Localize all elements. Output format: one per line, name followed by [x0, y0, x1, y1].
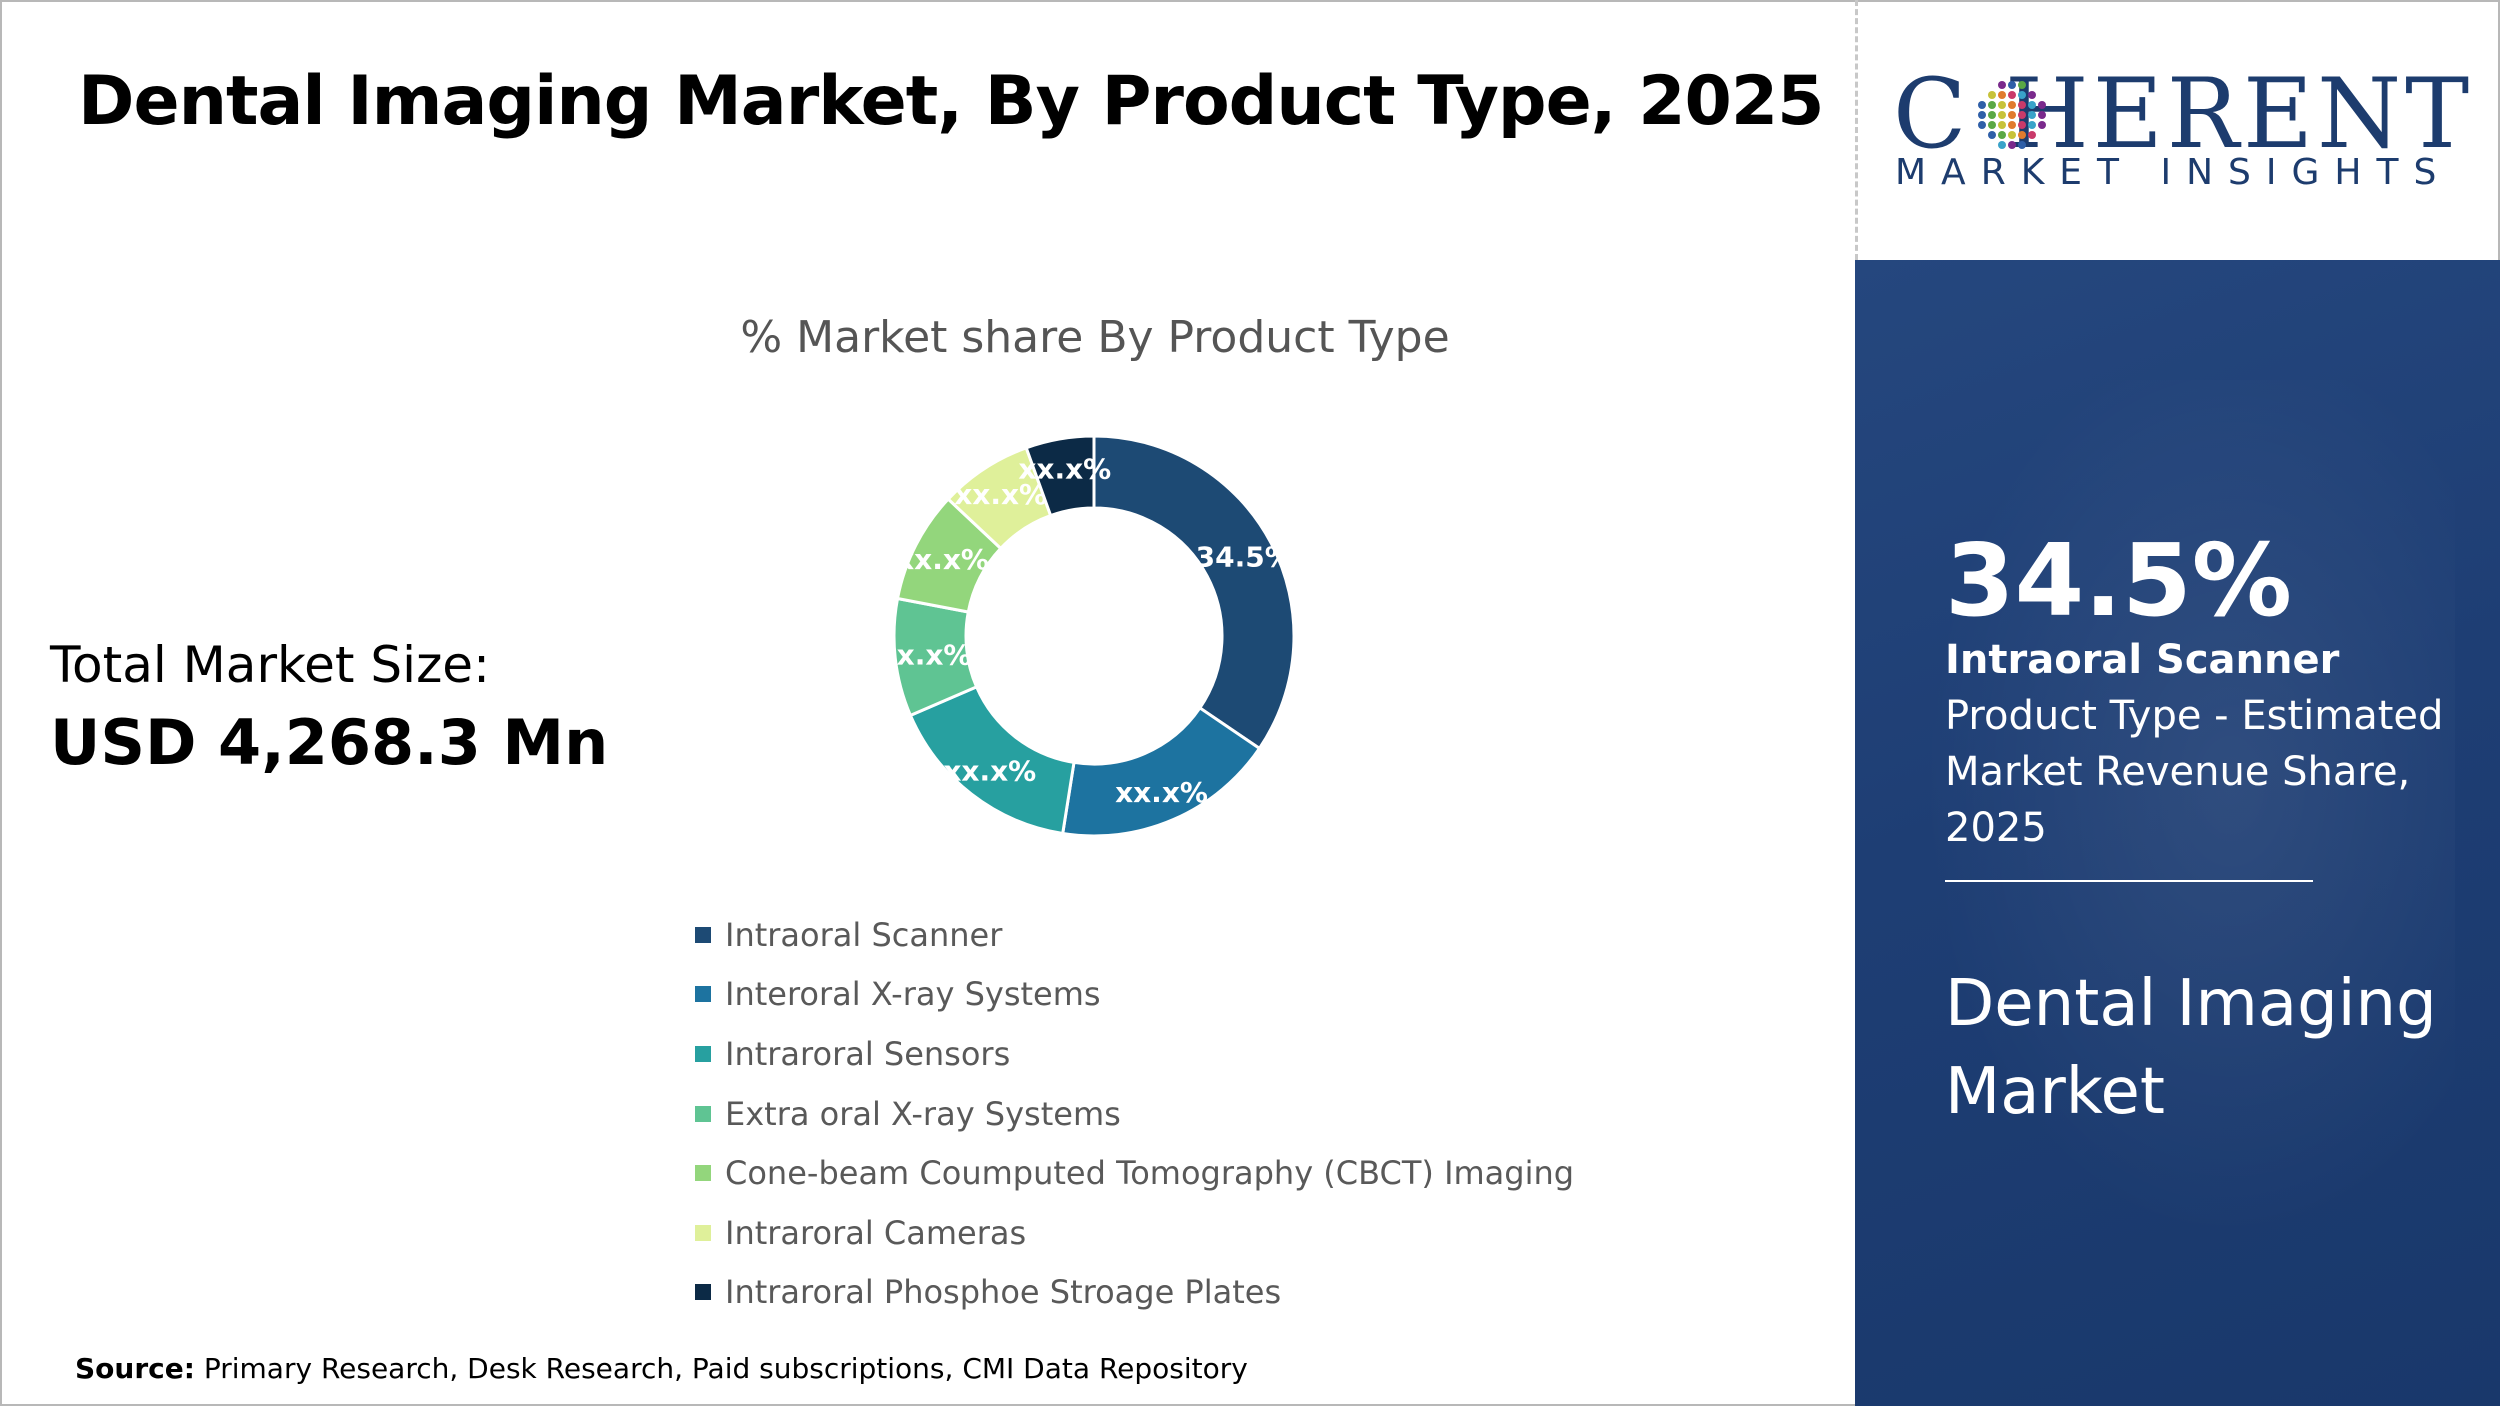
logo-dot: [2018, 111, 2026, 119]
legend-item-7: Intraroral Phosphoe Stroage Plates: [695, 1263, 1574, 1323]
logo-dot: [1998, 141, 2006, 149]
logo-dot: [1998, 131, 2006, 139]
panel-map-background: [1895, 380, 2455, 1280]
donut-slice-label-1: 34.5%: [1196, 540, 1293, 573]
logo-dot: [1988, 121, 1996, 129]
logo-dot: [1998, 91, 2006, 99]
logo-dot: [2018, 101, 2026, 109]
logo-dot: [1988, 131, 1996, 139]
logo-dot: [2038, 101, 2046, 109]
highlight-value: 34.5%: [1945, 522, 2292, 639]
legend-item-5: Cone-beam Coumputed Tomography (CBCT) Im…: [695, 1143, 1574, 1203]
logo-dot: [2018, 91, 2026, 99]
logo-dot: [1998, 111, 2006, 119]
logo-dot: [2028, 101, 2036, 109]
donut-chart: 34.5%xx.x%xx.x%xx.x%xx.x%xx.x%xx.x%: [879, 434, 1296, 838]
donut-slice-label-3: xx.x%: [943, 754, 1036, 787]
donut-slice-1: [1092, 434, 1296, 751]
logo-dot: [2008, 111, 2016, 119]
donut-slice-label-4: xx.x%: [879, 639, 972, 672]
chart-legend: Intraoral Scanner Interoral X-ray Systems…: [695, 905, 1574, 1322]
logo-dot: [1978, 121, 1986, 129]
logo-dot: [1978, 111, 1986, 119]
legend-label: Intraroral Cameras: [725, 1213, 1027, 1252]
total-market-size-value: USD 4,268.3 Mn: [50, 706, 609, 779]
logo-tagline: MARKET INSIGHTS: [1895, 152, 2452, 193]
logo-divider: [1855, 0, 1858, 260]
highlight-description: Intraoral Scanner Product Type - Estimat…: [1945, 632, 2485, 856]
logo-dot: [2018, 121, 2026, 129]
legend-item-4: Extra oral X-ray Systems: [695, 1084, 1574, 1144]
legend-swatch: [695, 926, 711, 943]
logo-dot: [2018, 81, 2026, 89]
legend-swatch: [695, 1105, 711, 1122]
brand-logo: C HERENT MARKET INSIGHTS: [1893, 64, 2469, 204]
total-market-size-label: Total Market Size:: [50, 636, 490, 694]
donut-slice-label-2: xx.x%: [1115, 776, 1208, 809]
logo-dot: [1988, 111, 1996, 119]
legend-label: Cone-beam Coumputed Tomography (CBCT) Im…: [725, 1154, 1575, 1193]
logo-dot: [1988, 91, 1996, 99]
legend-label: Interoral X-ray Systems: [725, 975, 1101, 1014]
legend-item-1: Intraoral Scanner: [695, 905, 1574, 965]
legend-item-2: Interoral X-ray Systems: [695, 965, 1574, 1025]
donut-slice-label-5: xx.x%: [896, 543, 989, 576]
logo-dot: [2008, 81, 2016, 89]
highlight-segment: Intraoral Scanner: [1945, 637, 2340, 683]
legend-label: Extra oral X-ray Systems: [725, 1094, 1121, 1133]
panel-divider: [1945, 880, 2313, 882]
logo-dots-icon: [1978, 81, 2046, 149]
source-text: Primary Research, Desk Research, Paid su…: [203, 1352, 1248, 1385]
page-title: Dental Imaging Market, By Product Type, …: [78, 62, 1824, 141]
legend-label: Intraroral Phosphoe Stroage Plates: [725, 1273, 1282, 1312]
source-note: Source: Primary Research, Desk Research,…: [75, 1352, 1248, 1385]
legend-label: Intraoral Scanner: [725, 915, 1003, 954]
logo-dot: [2008, 121, 2016, 129]
logo-dot: [1998, 101, 2006, 109]
logo-dot: [2008, 131, 2016, 139]
legend-swatch: [695, 986, 711, 1003]
logo-dot: [2008, 141, 2016, 149]
logo-dot: [2028, 121, 2036, 129]
legend-item-6: Intraroral Cameras: [695, 1203, 1574, 1263]
logo-dot: [2028, 111, 2036, 119]
logo-dot: [1998, 121, 2006, 129]
logo-dot: [1978, 101, 1986, 109]
highlight-description-text: Product Type - Estimated Market Revenue …: [1945, 693, 2444, 851]
donut-slice-7: [1024, 434, 1096, 518]
logo-dot: [2018, 131, 2026, 139]
chart-area: Dental Imaging Market, By Product Type, …: [50, 62, 1824, 1385]
logo-dot: [1988, 101, 1996, 109]
legend-swatch: [695, 1284, 711, 1301]
logo-dot: [2038, 121, 2046, 129]
legend-swatch: [695, 1224, 711, 1241]
logo-dot: [2008, 101, 2016, 109]
legend-swatch: [695, 1165, 711, 1182]
source-label: Source:: [75, 1352, 195, 1385]
logo-dot: [1998, 81, 2006, 89]
legend-item-3: Intraroral Sensors: [695, 1024, 1574, 1084]
logo-dot: [2008, 91, 2016, 99]
logo-dot: [2038, 111, 2046, 119]
donut-slice-2: [1060, 705, 1262, 838]
chart-title: % Market share By Product Type: [740, 312, 1450, 363]
highlight-market-name: Dental Imaging Market: [1945, 967, 2437, 1129]
logo-dot: [2018, 141, 2026, 149]
donut-slice-label-6: xx.x%: [954, 478, 1047, 511]
legend-label: Intraroral Sensors: [725, 1034, 1011, 1073]
logo-dot: [2028, 91, 2036, 99]
highlight-panel: 34.5% Intraoral Scanner Product Type - E…: [1855, 260, 2500, 1406]
logo-dot: [2028, 131, 2036, 139]
donut-slice-label-7: xx.x%: [1018, 453, 1111, 486]
legend-swatch: [695, 1045, 711, 1062]
